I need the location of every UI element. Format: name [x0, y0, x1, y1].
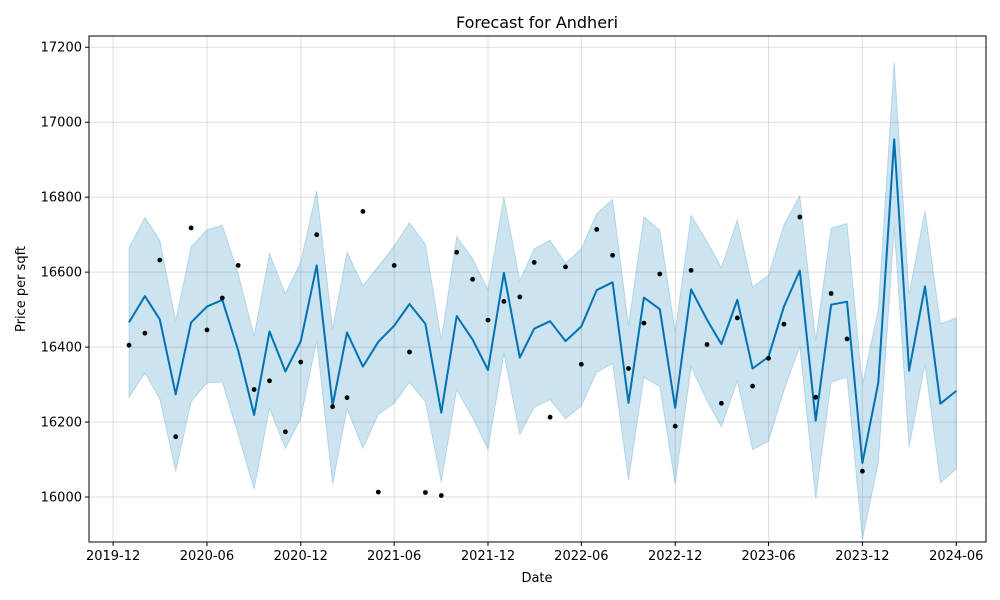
y-axis: 16000 16200 16400 16600 16800 17000 17200: [41, 41, 89, 506]
observed-point: [610, 252, 615, 258]
observed-point: [344, 395, 350, 401]
observed-point: [781, 321, 787, 327]
observed-point: [594, 227, 600, 232]
observed-point: [578, 361, 584, 367]
x-tick-label: 2024-06: [929, 549, 983, 564]
observed-point: [750, 383, 755, 389]
observed-point: [438, 493, 444, 498]
observed-point: [173, 434, 179, 440]
y-tick-label: 16200: [41, 416, 82, 431]
observed-point: [142, 330, 148, 336]
observed-point: [563, 264, 568, 270]
observed-point: [626, 366, 631, 371]
observed-point: [719, 400, 724, 406]
observed-point: [314, 232, 320, 238]
observed-point: [298, 359, 304, 365]
observed-point: [672, 423, 678, 429]
observed-point: [330, 404, 335, 410]
observed-point: [704, 342, 710, 347]
x-tick-label: 2021-12: [461, 549, 515, 564]
x-tick-label: 2022-06: [554, 549, 608, 564]
observed-point: [407, 349, 412, 355]
observed-point: [547, 414, 553, 420]
y-tick-label: 16600: [41, 266, 82, 281]
x-tick-label: 2020-06: [180, 549, 234, 564]
x-axis-label: Date: [521, 571, 552, 586]
observed-point: [844, 336, 850, 342]
x-tick-label: 2020-12: [274, 549, 328, 564]
observed-point: [828, 291, 834, 296]
y-tick-label: 16000: [41, 491, 82, 506]
x-tick-label: 2022-12: [648, 549, 702, 564]
y-axis-label: Price per sqft: [14, 246, 29, 332]
observed-point: [283, 429, 288, 435]
observed-point: [391, 263, 397, 268]
observed-point: [188, 225, 194, 231]
observed-point: [657, 271, 663, 277]
observed-point: [813, 394, 819, 400]
observed-point: [219, 295, 225, 301]
y-tick-label: 16800: [41, 191, 82, 206]
chart-title: Forecast for Andheri: [456, 13, 618, 32]
y-tick-label: 17000: [41, 116, 82, 131]
y-tick-label: 16400: [41, 341, 82, 356]
x-tick-label: 2023-12: [835, 549, 889, 564]
observed-point: [454, 249, 460, 255]
observed-point: [485, 317, 491, 323]
observed-point: [470, 276, 475, 282]
observed-point: [126, 342, 132, 348]
x-tick-label: 2019-12: [86, 549, 140, 564]
plot-frame: [88, 35, 987, 543]
observed-point: [501, 299, 507, 304]
observed-point: [204, 327, 210, 333]
observed-point: [734, 315, 740, 321]
observed-point: [517, 294, 523, 300]
observed-point: [531, 260, 537, 265]
x-tick-label: 2023-06: [741, 549, 795, 564]
uncertainty-band: [128, 62, 957, 540]
x-axis: 2019-12 2020-06 2020-12 2021-06 2021-12 2022-…: [86, 542, 983, 564]
observed-point: [267, 378, 272, 384]
observed-point: [797, 214, 803, 220]
observed-point: [375, 489, 381, 495]
observed-point: [860, 468, 865, 474]
observed-point: [423, 490, 428, 495]
observed-point: [360, 209, 366, 214]
observed-point: [157, 257, 163, 263]
observed-point: [766, 355, 771, 361]
y-tick-label: 17200: [41, 41, 82, 56]
x-tick-label: 2021-06: [367, 549, 421, 564]
observed-points: [126, 209, 865, 498]
grid-lines: [89, 36, 986, 542]
observed-point: [641, 320, 647, 326]
observed-point: [688, 267, 694, 273]
forecast-line: [128, 138, 957, 464]
observed-point: [251, 387, 257, 392]
observed-point: [235, 263, 241, 268]
